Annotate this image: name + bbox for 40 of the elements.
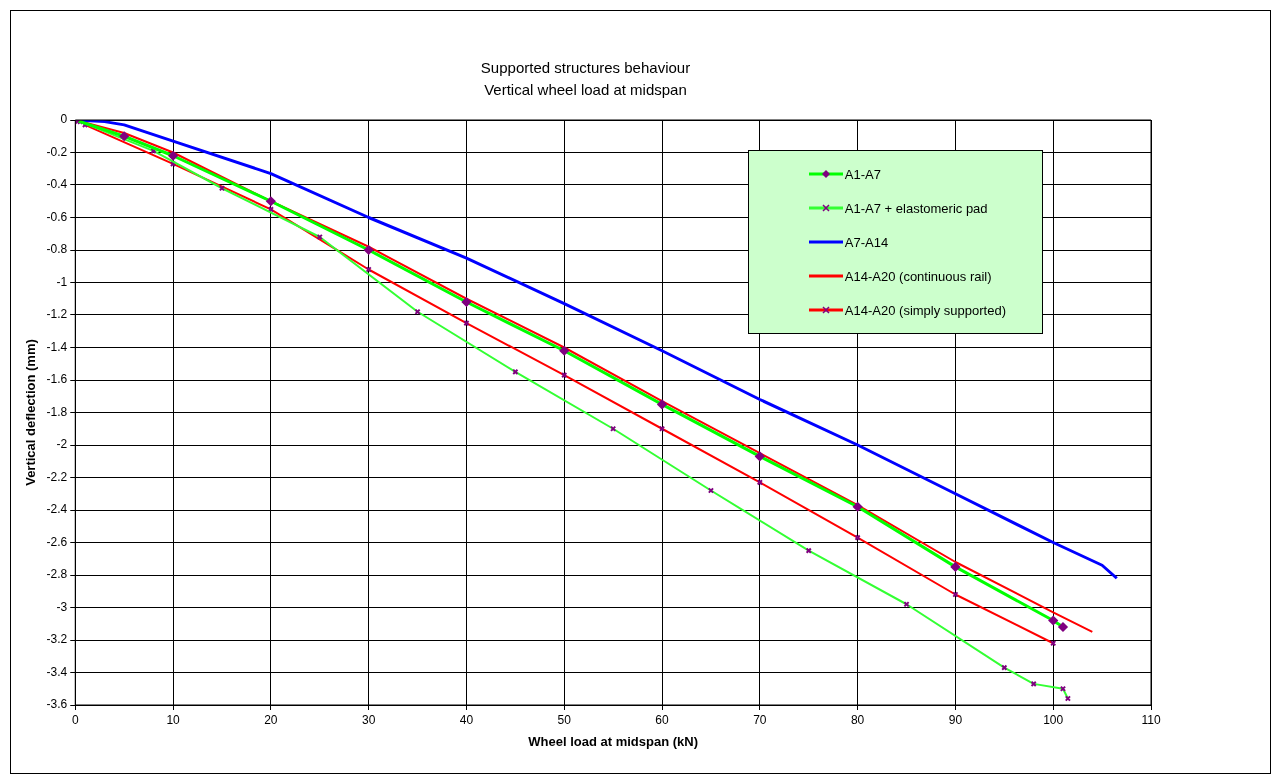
legend-label: A14-A20 (simply supported) <box>844 302 1006 318</box>
y-tick-label: -1.4 <box>46 339 68 354</box>
y-tick-label: 0 <box>60 112 68 127</box>
y-tick-label: -3.2 <box>46 632 68 647</box>
x-tick-label: 100 <box>1043 712 1064 727</box>
y-tick-label: -3 <box>56 599 68 614</box>
x-tick-label: 40 <box>459 712 474 727</box>
y-tick-label: -1.2 <box>46 307 68 322</box>
x-axis-title: Wheel load at midspan (kN) <box>528 733 699 749</box>
x-tick-label: 70 <box>753 712 767 727</box>
legend-label: A7-A14 <box>844 234 889 250</box>
y-tick-label: -0.8 <box>46 242 68 257</box>
y-tick-label: -2.6 <box>46 534 68 549</box>
y-tick-label: -0.6 <box>46 209 68 224</box>
chart-subtitle: Vertical wheel load at midspan <box>484 81 687 99</box>
legend-label: A1-A7 <box>844 166 881 182</box>
x-tick-label: 30 <box>361 712 376 727</box>
x-tick-label: 60 <box>655 712 670 727</box>
y-tick-label: -2.4 <box>46 502 68 517</box>
y-tick-label: -2.2 <box>46 469 68 484</box>
x-tick-label: 80 <box>850 712 865 727</box>
y-tick-label: -1.6 <box>46 372 68 387</box>
y-axis-title: Vertical deflection (mm) <box>23 339 39 486</box>
y-tick-label: -3.4 <box>46 664 68 679</box>
y-tick-label: -1 <box>56 274 68 289</box>
x-tick-label: 10 <box>166 712 181 727</box>
x-tick-label: 20 <box>264 712 278 727</box>
y-tick-label: -0.2 <box>46 144 68 159</box>
y-tick-label: -1.8 <box>46 404 68 419</box>
x-tick-label: 110 <box>1141 712 1161 727</box>
y-tick-label: -2 <box>56 437 68 452</box>
x-tick-label: 90 <box>948 712 963 727</box>
y-tick-label: -3.6 <box>46 697 68 712</box>
y-tick-label: -0.4 <box>46 177 68 192</box>
x-tick-label: 50 <box>557 712 572 727</box>
chart-title: Supported structures behaviour <box>480 59 691 77</box>
y-tick-label: -2.8 <box>46 567 68 582</box>
legend-label: A1-A7 + elastomeric pad <box>844 200 988 216</box>
legend-label: A14-A20 (continuous rail) <box>844 268 992 284</box>
x-tick-label: 0 <box>71 712 79 727</box>
